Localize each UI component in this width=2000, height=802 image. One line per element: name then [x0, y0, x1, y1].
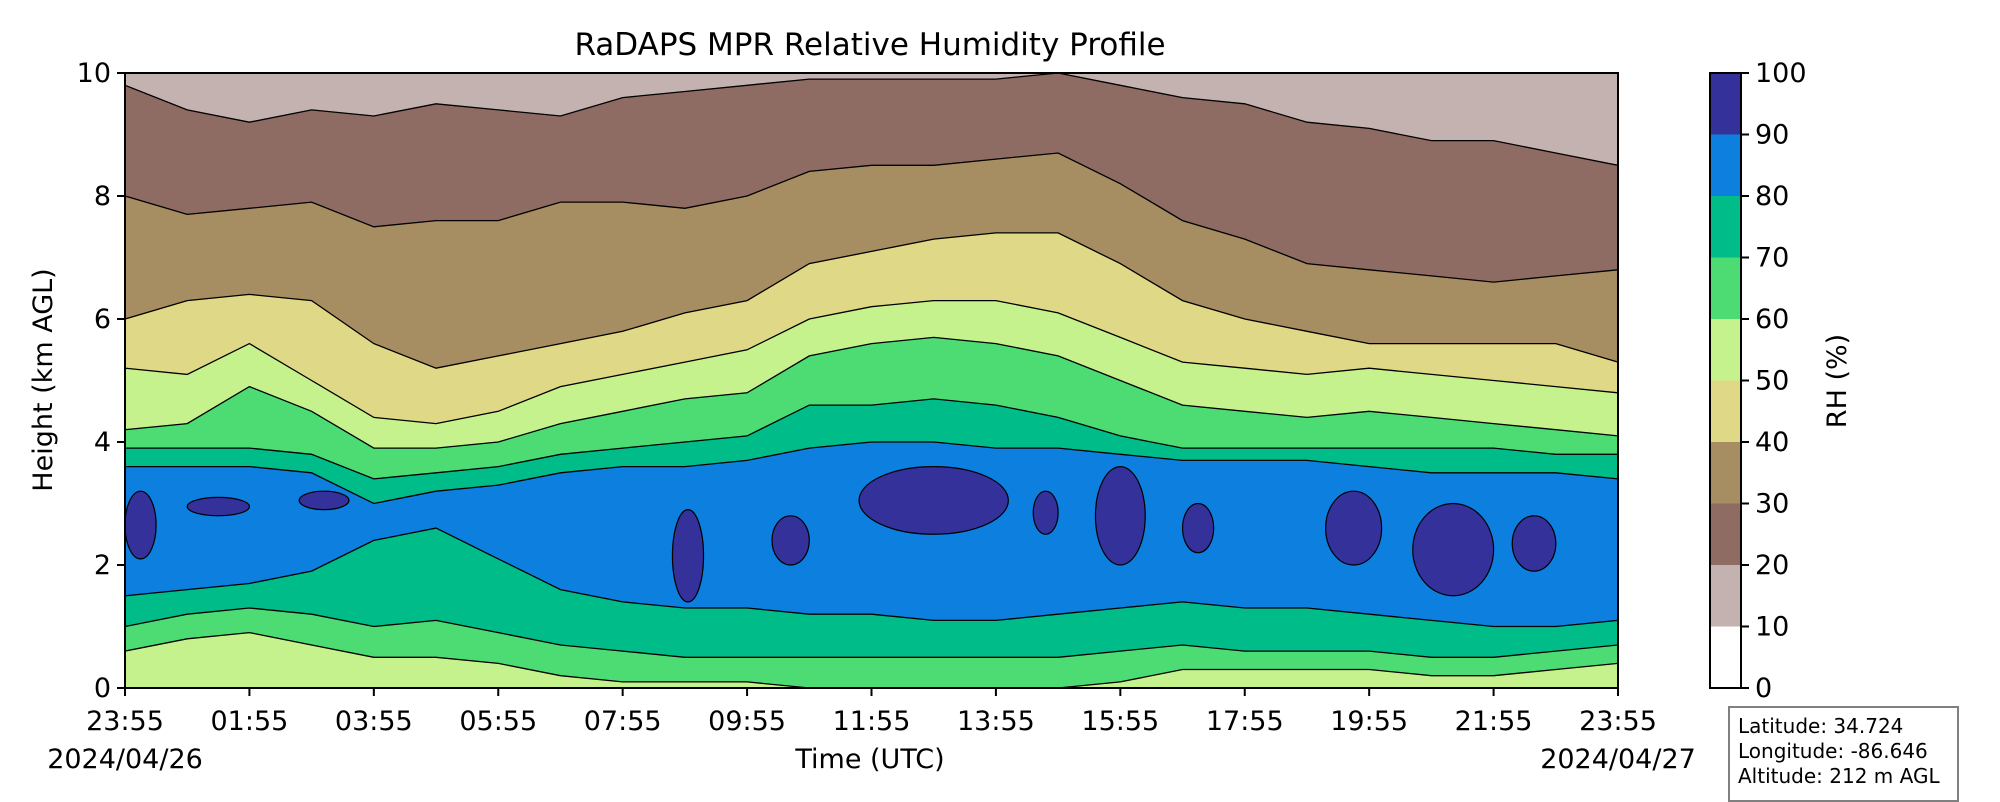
x-axis: 23:55 01:55 03:55 05:55 07:55 09:55 11:55 13:55… [86, 688, 1657, 737]
x-tick-label: 15:55 [1081, 706, 1159, 737]
contour-line-b30 [124, 232, 1619, 369]
x-tick-label: 17:55 [1206, 706, 1284, 737]
colorbar-tick-label: 80 [1755, 181, 1789, 212]
rh-90-100-patch [671, 509, 705, 603]
station-info-box: Latitude: 34.724 Longitude: -86.646 Alti… [1728, 706, 1959, 802]
colorbar-segment [1710, 442, 1741, 504]
x-axis-label: Time (UTC) [794, 744, 944, 775]
band-40-50 [125, 232, 1618, 424]
x-tick-label: 07:55 [584, 706, 662, 737]
chart-title: RaDAPS MPR Relative Humidity Profile [574, 27, 1165, 63]
x-tick-label: 19:55 [1330, 706, 1408, 737]
x-tick-label: 05:55 [459, 706, 537, 737]
rh-90-100-patch [1412, 502, 1495, 597]
colorbar-tick-label: 30 [1755, 489, 1789, 520]
altitude-text: Altitude: 212 m AGL [1738, 764, 1940, 788]
x-tick-label: 11:55 [833, 706, 911, 737]
band-60-70 [125, 337, 1618, 479]
colorbar-tick-label: 70 [1755, 243, 1789, 274]
colorbar-tick-label: 10 [1755, 612, 1789, 643]
colorbar-segment [1710, 626, 1741, 688]
band-80-90 [125, 442, 1618, 627]
y-tick-label: 10 [77, 58, 111, 89]
y-tick-label: 6 [94, 304, 111, 335]
band-30-40 [125, 153, 1618, 369]
colorbar-segment [1710, 257, 1741, 319]
rh-contour-lines [124, 72, 1619, 689]
rh-90-100-patch [858, 465, 1009, 535]
colorbar-segment [1710, 319, 1741, 381]
x-tick-label: 03:55 [335, 706, 413, 737]
band-10-20 [125, 73, 1618, 166]
y-tick-label: 8 [94, 181, 111, 212]
rh-90-100-patch [186, 496, 251, 517]
x-tick-label: 23:55 [1579, 706, 1657, 737]
y-axis-label: Height (km AGL) [28, 268, 59, 491]
colorbar-segment [1710, 196, 1741, 258]
rh-90-100-patch [771, 515, 810, 566]
contour-line-b60 [125, 398, 1618, 480]
y-tick-label: 2 [94, 550, 111, 581]
longitude-text: Longitude: -86.646 [1738, 739, 1928, 763]
contour-line-b10 [124, 72, 1619, 166]
band-20-30 [125, 73, 1618, 283]
colorbar-ticks: 0 10 20 30 40 50 60 70 80 90 100 [1741, 58, 1807, 704]
contour-line-b70_low [124, 607, 1619, 658]
y-tick-label: 0 [94, 673, 111, 704]
x-tick-label: 01:55 [211, 706, 289, 737]
colorbar-segment [1710, 134, 1741, 196]
band-50-60-lower [125, 632, 1618, 688]
colorbar [1710, 73, 1741, 688]
contour-line-b70 [125, 441, 1619, 505]
colorbar-segment [1710, 565, 1741, 627]
x-tick-label: 13:55 [957, 706, 1035, 737]
x-tick-label: 09:55 [708, 706, 786, 737]
rh-90-100-patch [124, 490, 157, 560]
band-70-80 [125, 398, 1618, 504]
colorbar-tick-label: 20 [1755, 550, 1789, 581]
x-tick-label: 23:55 [86, 706, 164, 737]
colorbar-tick-label: 60 [1755, 304, 1789, 335]
contour-line-b50 [124, 336, 1619, 449]
colorbar-segment [1710, 73, 1741, 135]
rh-90-100-patch [1325, 490, 1383, 566]
band-70-80-lower [125, 528, 1618, 658]
colorbar-tick-label: 0 [1755, 673, 1772, 704]
colorbar-tick-label: 100 [1755, 58, 1807, 89]
rh-90-100-patch [1511, 515, 1557, 572]
latitude-text: Latitude: 34.724 [1738, 714, 1904, 738]
y-tick-label: 4 [94, 427, 111, 458]
rh-contour-fills [124, 73, 1618, 688]
rh-90-100-patch [1094, 465, 1146, 566]
date-end-label: 2024/04/27 [1540, 744, 1696, 775]
colorbar-label: RH (%) [1822, 334, 1853, 428]
x-tick-label: 21:55 [1455, 706, 1533, 737]
date-start-label: 2024/04/26 [47, 744, 203, 775]
contour-line-b80 [124, 527, 1619, 628]
rh-90-100-patch [1181, 502, 1215, 554]
y-axis: 0 2 4 6 8 10 [77, 58, 125, 704]
colorbar-tick-label: 90 [1755, 120, 1789, 151]
colorbar-tick-label: 50 [1755, 366, 1789, 397]
rh-90-100-patch [1032, 490, 1059, 535]
rh-90-100-patch [298, 490, 350, 511]
contour-line-b40 [124, 299, 1619, 425]
colorbar-segment [1710, 380, 1741, 442]
contour-line-b20 [124, 152, 1619, 283]
colorbar-tick-label: 40 [1755, 427, 1789, 458]
colorbar-segment [1710, 503, 1741, 565]
band-60-70-lower [125, 608, 1618, 688]
